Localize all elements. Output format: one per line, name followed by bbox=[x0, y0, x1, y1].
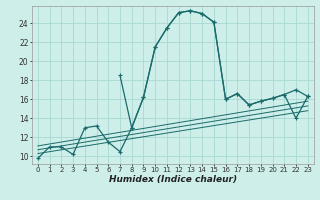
X-axis label: Humidex (Indice chaleur): Humidex (Indice chaleur) bbox=[109, 175, 237, 184]
